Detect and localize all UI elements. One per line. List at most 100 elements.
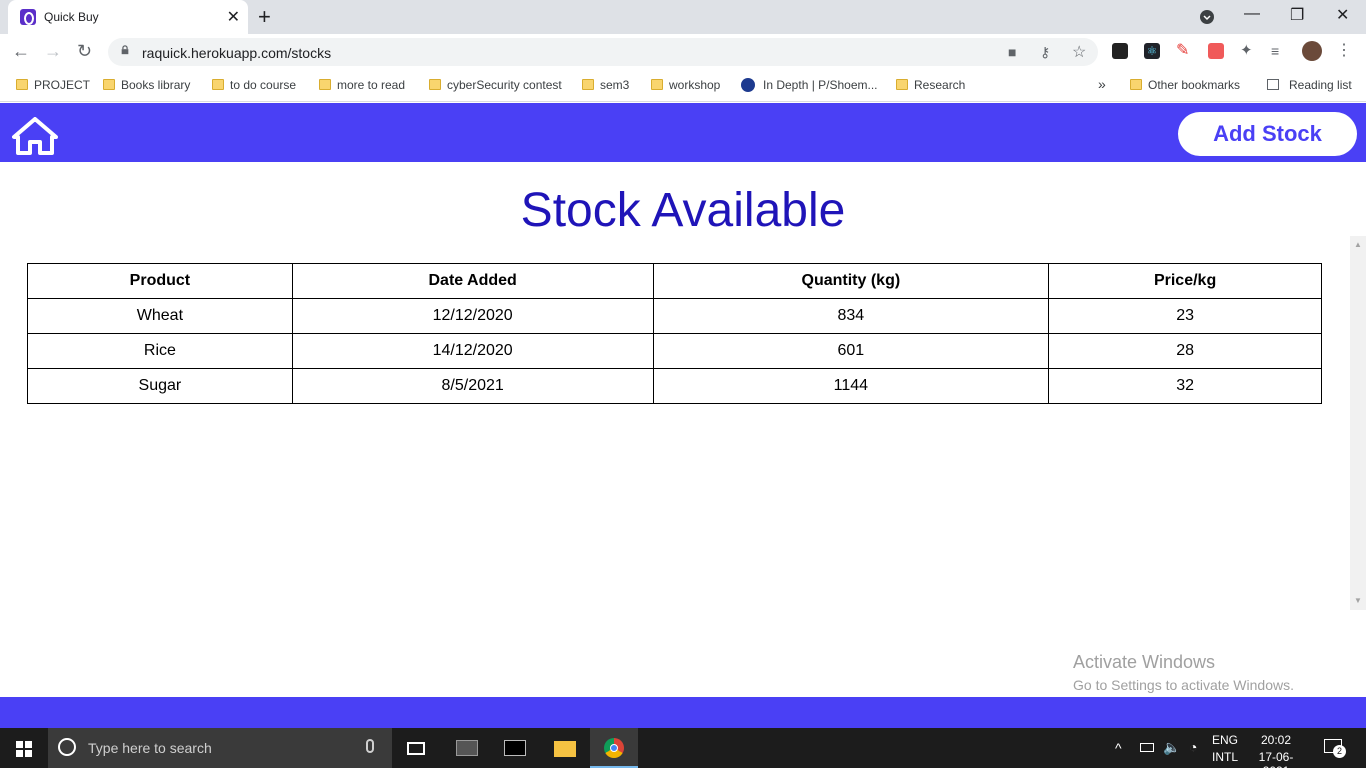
browser-tab[interactable]: Quick Buy ✕ <box>8 0 248 34</box>
column-header-date-added: Date Added <box>291 263 654 299</box>
other-bookmarks[interactable]: Other bookmarks <box>1130 78 1240 92</box>
site-footer <box>0 697 1366 728</box>
forward-icon[interactable]: → <box>44 41 62 61</box>
reading-list[interactable]: Reading list <box>1267 78 1352 92</box>
reading-list-icon <box>1267 79 1279 90</box>
keyboard-layout: INTL <box>1212 750 1239 764</box>
back-icon[interactable]: ← <box>12 41 30 61</box>
reload-icon[interactable]: ↻ <box>77 41 93 61</box>
cell-date-added: 12/12/2020 <box>291 298 654 334</box>
show-hidden-icons[interactable]: ^ <box>1115 740 1122 756</box>
bookmark-star-icon[interactable]: ☆ <box>1072 44 1087 61</box>
cortana-icon <box>58 738 76 756</box>
scroll-up-icon[interactable]: ▲ <box>1354 240 1362 249</box>
bookmark-folder-cybersecurity-contest[interactable]: cyberSecurity contest <box>429 78 562 92</box>
extension-4-icon[interactable] <box>1208 43 1224 59</box>
cell-price: 28 <box>1048 333 1322 369</box>
home-icon[interactable] <box>12 117 58 155</box>
clock-date: 17-06-2021 <box>1258 750 1294 778</box>
cell-quantity: 834 <box>652 298 1050 334</box>
nasa-icon <box>741 78 755 92</box>
add-stock-button[interactable]: Add Stock <box>1178 112 1357 156</box>
cell-product: Rice <box>27 333 293 369</box>
wifi-icon[interactable]: ◔ <box>1189 739 1198 755</box>
url-text: raquick.herokuapp.com/stocks <box>142 45 332 61</box>
folder-icon <box>582 79 594 90</box>
windows-start-icon[interactable] <box>16 741 32 757</box>
profile-avatar[interactable] <box>1302 41 1322 61</box>
column-header-product: Product <box>27 263 293 299</box>
cell-quantity: 1144 <box>652 368 1050 404</box>
battery-icon[interactable] <box>1140 743 1154 752</box>
restore-icon[interactable]: ❐ <box>1290 7 1305 24</box>
react-devtools-icon[interactable]: ⚛ <box>1144 43 1160 59</box>
activate-windows-watermark: Activate Windows Go to Settings to activ… <box>1073 652 1294 693</box>
folder-icon <box>319 79 331 90</box>
bookmark-in-depth[interactable]: In Depth | P/Shoem... <box>741 78 878 92</box>
lock-icon <box>121 45 129 55</box>
column-header-quantity: Quantity (kg) <box>652 263 1050 299</box>
bookmark-folder-project[interactable]: PROJECT <box>16 78 90 92</box>
new-tab-icon[interactable]: + <box>258 4 271 29</box>
file-explorer-icon[interactable] <box>540 728 588 768</box>
microphone-icon[interactable] <box>366 739 374 753</box>
watermark-title: Activate Windows <box>1073 652 1216 672</box>
bookmark-folder-sem3[interactable]: sem3 <box>582 78 629 92</box>
scroll-down-icon[interactable]: ▼ <box>1354 596 1362 605</box>
page-scrollbar[interactable]: ▲ ▼ <box>1350 236 1366 610</box>
table-header-row: Product Date Added Quantity (kg) Price/k… <box>27 263 1322 299</box>
tab-search-icon[interactable] <box>1199 9 1215 25</box>
cell-quantity: 601 <box>652 333 1050 369</box>
clock-time: 20:02 <box>1260 733 1292 747</box>
table-row: Sugar 8/5/2021 1144 32 <box>27 368 1322 404</box>
folder-icon <box>896 79 908 90</box>
camera-icon[interactable]: ■ <box>1008 44 1017 60</box>
bookmarks-overflow-icon[interactable]: » <box>1098 76 1106 92</box>
pen-extension-icon[interactable]: ✎ <box>1176 42 1190 59</box>
close-window-icon[interactable]: ✕ <box>1336 7 1350 24</box>
notification-center-icon[interactable]: 2 <box>1324 739 1346 758</box>
bookmarks-bar: PROJECT Books library to do course more … <box>0 70 1366 102</box>
tab-strip: Quick Buy ✕ + — ❐ ✕ <box>0 0 1366 34</box>
taskbar-search-box[interactable]: Type here to search <box>48 728 392 768</box>
extension-1-icon[interactable] <box>1112 43 1128 59</box>
command-prompt-icon[interactable] <box>490 728 538 768</box>
terminal-app-icon[interactable] <box>442 728 490 768</box>
cell-price: 23 <box>1048 298 1322 334</box>
clock[interactable]: 20:02 17-06-2021 <box>1249 733 1303 778</box>
cell-date-added: 14/12/2020 <box>291 333 654 369</box>
key-icon[interactable]: ⚷ <box>1040 44 1051 60</box>
folder-icon <box>651 79 663 90</box>
folder-icon <box>212 79 224 90</box>
menu-kebab-icon[interactable]: ⋮ <box>1336 42 1352 59</box>
watermark-subtitle: Go to Settings to activate Windows. <box>1073 677 1294 693</box>
bookmark-folder-to-do-course[interactable]: to do course <box>212 78 296 92</box>
language-indicator[interactable]: ENG INTL <box>1212 733 1238 764</box>
tab-title: Quick Buy <box>44 10 99 24</box>
chrome-app-icon[interactable] <box>590 728 638 768</box>
volume-icon[interactable]: 🔈 <box>1163 739 1181 755</box>
bookmark-folder-more-to-read[interactable]: more to read <box>319 78 405 92</box>
windows-taskbar: Type here to search ^ 🔈 ◔ ENG INTL 20:02… <box>0 728 1366 778</box>
close-tab-icon[interactable]: ✕ <box>226 9 240 26</box>
task-view-icon[interactable] <box>392 728 440 768</box>
minimize-icon[interactable]: — <box>1244 5 1260 22</box>
bookmark-folder-workshop[interactable]: workshop <box>651 78 720 92</box>
bookmark-folder-research[interactable]: Research <box>896 78 965 92</box>
folder-icon <box>429 79 441 90</box>
extensions-puzzle-icon[interactable]: ✦ <box>1240 42 1253 59</box>
bookmark-folder-books-library[interactable]: Books library <box>103 78 190 92</box>
cell-date-added: 8/5/2021 <box>291 368 654 404</box>
table-row: Rice 14/12/2020 601 28 <box>27 333 1322 369</box>
address-bar[interactable]: raquick.herokuapp.com/stocks ■ ⚷ ☆ <box>108 38 1098 66</box>
site-header: Add Stock <box>0 103 1366 162</box>
language-code: ENG <box>1212 733 1239 747</box>
folder-icon <box>1130 79 1142 90</box>
table-row: Wheat 12/12/2020 834 23 <box>27 298 1322 334</box>
cell-product: Wheat <box>27 298 293 334</box>
page-title: Stock Available <box>520 184 846 237</box>
notification-count-badge: 2 <box>1333 745 1346 758</box>
stock-table: Product Date Added Quantity (kg) Price/k… <box>27 263 1322 404</box>
media-control-icon[interactable]: ≡ <box>1271 43 1280 59</box>
column-header-price: Price/kg <box>1048 263 1322 299</box>
